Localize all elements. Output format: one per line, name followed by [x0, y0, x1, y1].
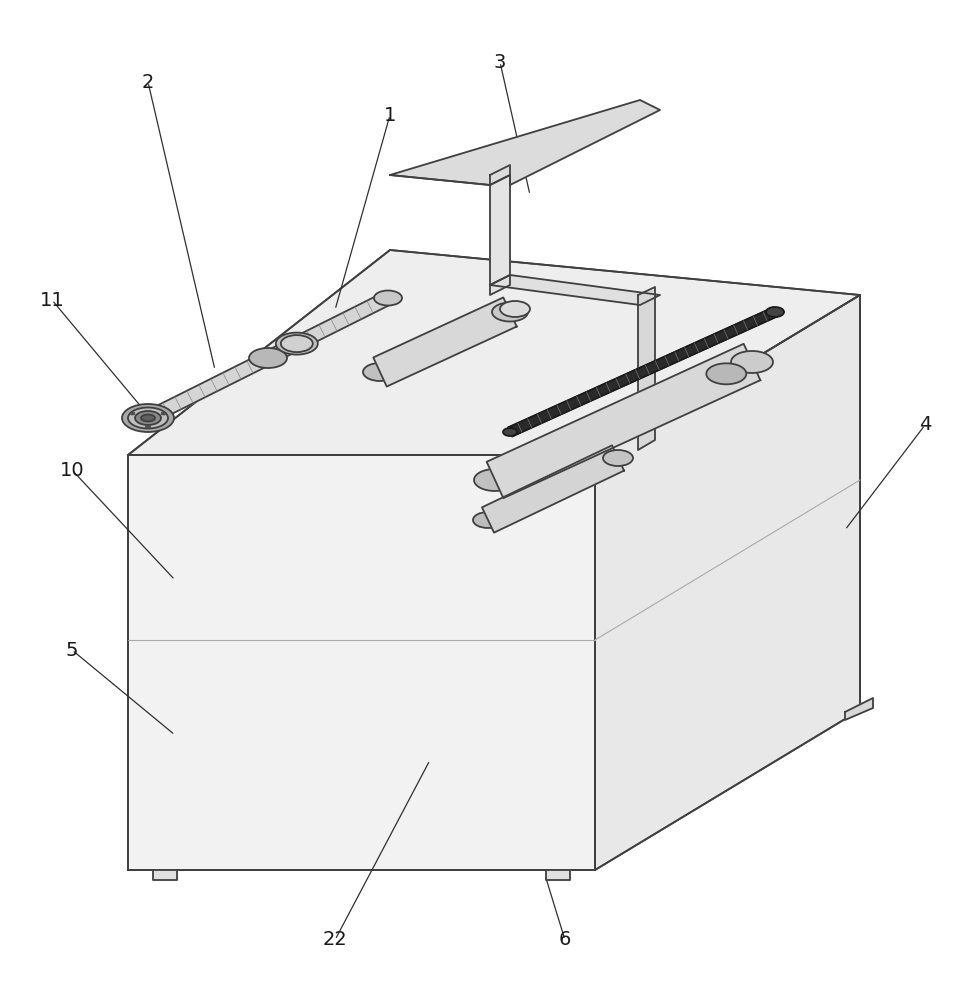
Ellipse shape	[766, 307, 783, 317]
Text: 10: 10	[60, 460, 84, 480]
Ellipse shape	[374, 290, 401, 306]
Polygon shape	[390, 100, 659, 185]
Ellipse shape	[249, 348, 287, 368]
Text: 2: 2	[141, 73, 154, 92]
Polygon shape	[489, 165, 510, 295]
Ellipse shape	[474, 469, 516, 491]
Polygon shape	[373, 297, 516, 387]
Ellipse shape	[731, 351, 772, 373]
Ellipse shape	[135, 411, 161, 425]
Polygon shape	[153, 870, 176, 880]
Ellipse shape	[141, 414, 155, 422]
Text: 4: 4	[918, 416, 930, 434]
Ellipse shape	[130, 412, 135, 415]
Text: 6: 6	[558, 930, 571, 949]
Polygon shape	[482, 445, 623, 533]
Ellipse shape	[280, 335, 312, 352]
Polygon shape	[844, 698, 872, 720]
Ellipse shape	[362, 363, 396, 381]
Polygon shape	[128, 250, 860, 455]
Polygon shape	[546, 870, 570, 880]
Ellipse shape	[161, 412, 166, 415]
Ellipse shape	[503, 428, 516, 436]
Text: 11: 11	[40, 290, 64, 310]
Polygon shape	[638, 287, 654, 450]
Polygon shape	[144, 292, 391, 424]
Polygon shape	[508, 307, 776, 437]
Ellipse shape	[499, 301, 529, 317]
Text: 3: 3	[493, 53, 506, 72]
Ellipse shape	[128, 408, 168, 428]
Polygon shape	[128, 455, 594, 870]
Ellipse shape	[145, 426, 150, 428]
Ellipse shape	[473, 512, 503, 528]
Text: 5: 5	[66, 640, 78, 660]
Polygon shape	[594, 295, 860, 870]
Text: 1: 1	[384, 106, 395, 125]
Polygon shape	[486, 344, 760, 498]
Text: 22: 22	[323, 930, 347, 949]
Ellipse shape	[275, 333, 318, 355]
Ellipse shape	[491, 302, 527, 322]
Ellipse shape	[705, 363, 745, 384]
Ellipse shape	[603, 450, 633, 466]
Ellipse shape	[122, 404, 173, 432]
Polygon shape	[489, 275, 659, 305]
